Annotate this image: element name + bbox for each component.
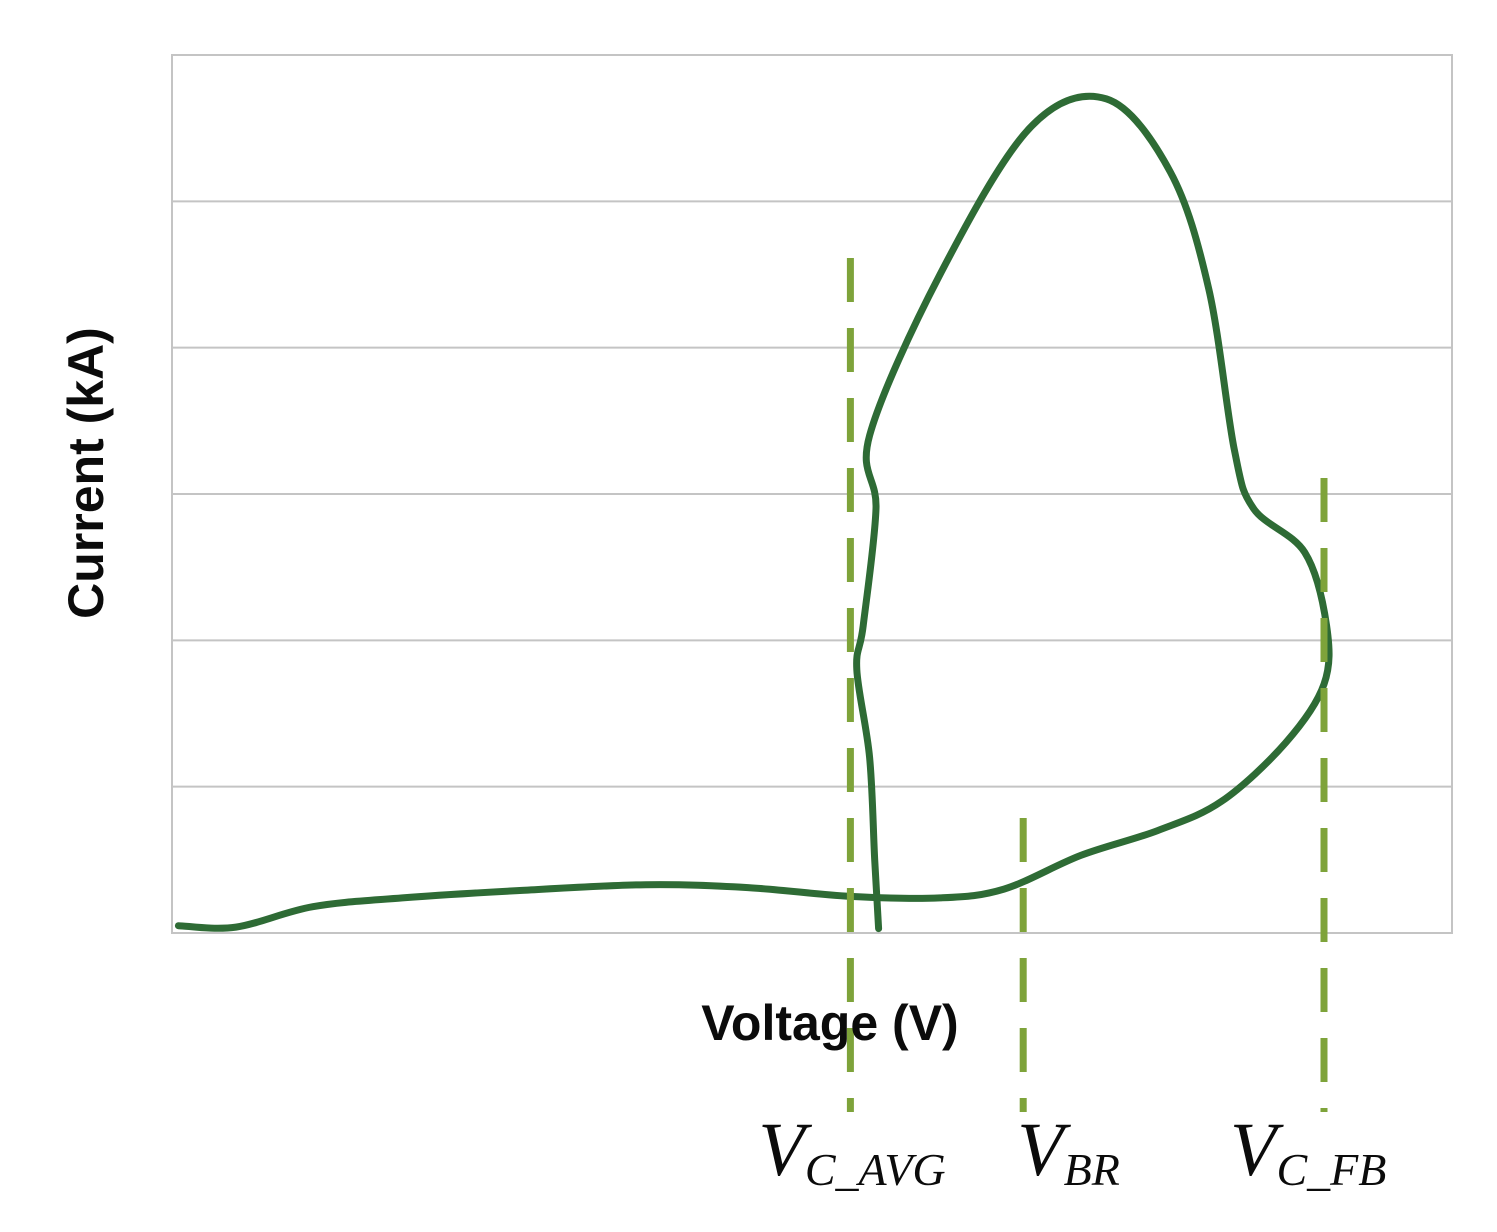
marker-label-c-fb: VC_FB <box>1230 1108 1386 1195</box>
plot-frame <box>171 54 1453 934</box>
marker-labels: VC_AVG VBR VC_FB <box>758 1108 1386 1195</box>
y-axis-label: Current (kA) <box>58 327 114 619</box>
x-axis-label: Voltage (V) <box>701 995 958 1051</box>
marker-lines <box>846 258 1328 1112</box>
grid-lines <box>172 200 1452 788</box>
series-line <box>174 92 1333 933</box>
marker-label-br: VBR <box>1017 1108 1120 1195</box>
series-layer <box>174 92 1333 933</box>
marker-label-c-avg: VC_AVG <box>758 1108 945 1195</box>
